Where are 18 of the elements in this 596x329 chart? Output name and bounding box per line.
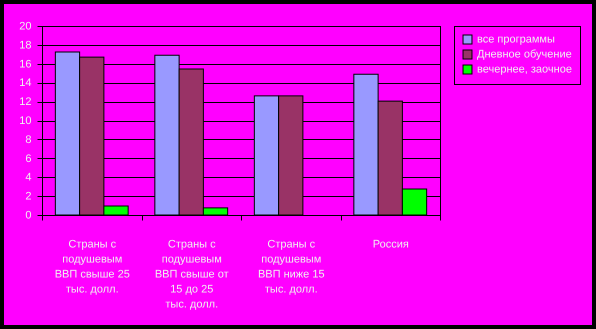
y-tick-label: 4: [25, 172, 32, 184]
x-tick-label: Страны с подушевым ВВП свыше 25 тыс. долл.: [54, 238, 130, 296]
legend-label: вечернее, заочное: [477, 64, 572, 76]
x-tick-label: Страны с подушевым ВВП свыше от 15 до 25 тыс. долл.: [154, 238, 229, 310]
legend-label: все программы: [477, 34, 555, 46]
y-tick-label: 10: [19, 115, 32, 127]
y-tick-label: 12: [19, 96, 32, 108]
y-tick-label: 20: [19, 20, 32, 32]
y-tick-label: 18: [19, 39, 32, 52]
x-tick-label: Россия: [372, 238, 409, 250]
y-tick-label: 14: [19, 77, 32, 90]
legend-label: Дневное обучение: [477, 48, 572, 60]
y-tick-label: 0: [25, 210, 32, 222]
y-tick-label: 16: [19, 58, 32, 70]
y-tick-label: 2: [25, 190, 32, 203]
x-tick-label: Страны с подушевым ВВП ниже 15 тыс. долл.: [258, 238, 325, 296]
y-tick-label: 6: [25, 152, 32, 165]
y-tick-label: 8: [25, 134, 32, 146]
